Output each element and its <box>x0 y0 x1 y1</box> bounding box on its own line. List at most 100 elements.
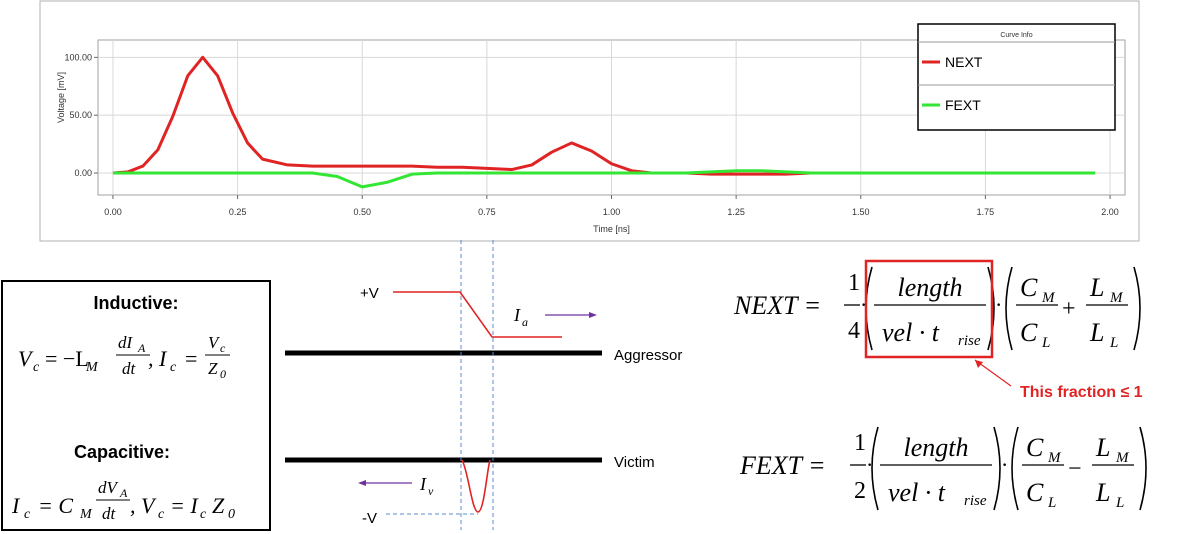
formula-text: − <box>1068 456 1082 482</box>
parenthesis <box>871 426 879 511</box>
formula-text: dt <box>102 504 117 523</box>
formula-text: FEXT = <box>739 451 826 480</box>
y-tick-label: 0.00 <box>74 168 92 178</box>
formula-text: c <box>220 341 226 355</box>
parenthesis <box>1133 266 1141 351</box>
series-line <box>112 169 1096 189</box>
formula-text: dI <box>118 333 134 352</box>
formula-text: Victim <box>614 454 655 471</box>
formula-text: rise <box>958 333 981 349</box>
parenthesis <box>1139 426 1147 511</box>
x-tick-label: 1.00 <box>603 207 621 217</box>
formula-text: rise <box>964 493 987 509</box>
formula-text: M <box>1041 290 1056 306</box>
formula-text: M <box>1047 450 1062 466</box>
formula-text: V <box>208 333 221 352</box>
formula-text: Aggressor <box>614 347 682 364</box>
x-tick-label: 1.25 <box>727 207 745 217</box>
formula-text: + <box>1062 296 1076 322</box>
formula-text: vel · t <box>888 478 946 507</box>
formula-text: +V <box>360 285 379 302</box>
formula-text: L <box>1115 495 1124 511</box>
parenthesis <box>993 426 1001 511</box>
formula-text: I <box>513 305 521 325</box>
formula-text: Z <box>208 359 218 378</box>
formula-text: , V <box>130 493 157 518</box>
formula-text: M <box>1115 450 1130 466</box>
formula-text: v <box>428 484 434 498</box>
series-line <box>112 55 1096 176</box>
parenthesis <box>1011 426 1019 511</box>
formula-text: C <box>1026 478 1044 507</box>
formula-text: C <box>1026 433 1044 462</box>
section-title: Capacitive: <box>74 442 170 462</box>
formula-text: L <box>1089 273 1104 302</box>
formula-text: · <box>866 452 873 477</box>
formula-text: · <box>1001 452 1008 477</box>
formula-text: V <box>18 346 34 371</box>
section-title: Inductive: <box>93 293 178 313</box>
formula-text: = I <box>170 493 199 518</box>
legend-box <box>917 23 1116 131</box>
arrow-head <box>975 360 983 368</box>
formula-text: M <box>85 360 99 375</box>
formula-text: = −L <box>45 346 89 371</box>
x-tick-label: 2.00 <box>1101 207 1119 217</box>
y-tick-label: 100.00 <box>64 52 92 62</box>
x-tick-label: 1.75 <box>977 207 995 217</box>
formula-text: I <box>419 474 427 494</box>
formula-text: , I <box>148 346 168 371</box>
formula-text: M <box>79 507 93 522</box>
formula-text: Z <box>212 493 225 518</box>
formula-text: M <box>1109 290 1124 306</box>
formula-text: length <box>904 433 969 462</box>
formula-text: C <box>1020 318 1038 347</box>
formula-text: L <box>1095 433 1110 462</box>
highlight-box <box>864 259 994 359</box>
x-tick-label: 0.75 <box>478 207 496 217</box>
formula-text: 0 <box>220 367 226 381</box>
formula-text: c <box>33 360 40 375</box>
formula-text: A <box>137 341 146 355</box>
formula-text: length <box>898 273 963 302</box>
formula-text: c <box>170 360 177 375</box>
parenthesis <box>987 266 995 351</box>
arrow-head <box>358 480 366 486</box>
arrow-head <box>589 312 597 318</box>
parenthesis <box>1005 266 1013 351</box>
y-tick-label: 50.00 <box>69 110 92 120</box>
fext-shapes <box>850 426 1147 511</box>
formula-text: dt <box>122 359 137 378</box>
x-tick-label: 0.50 <box>353 207 371 217</box>
formula-text: · <box>860 292 867 317</box>
formula-text: A <box>119 486 128 500</box>
formula-text: L <box>1109 335 1118 351</box>
formula-text: 1 <box>848 270 860 296</box>
x-tick-label: 0.25 <box>229 207 247 217</box>
formula-text: vel · t <box>882 318 940 347</box>
aggressor-pulse <box>393 291 562 338</box>
legend-label: FEXT <box>945 97 981 113</box>
formula-text: c <box>158 507 165 522</box>
annotation: This fraction ≤ 1 <box>1020 384 1143 401</box>
formula-text: L <box>1041 335 1050 351</box>
legend-title: Curve Info <box>1000 32 1032 39</box>
y-axis-title: Voltage [mV] <box>56 72 66 123</box>
legend-label: NEXT <box>945 54 983 70</box>
x-axis-title: Time [ns] <box>593 224 630 234</box>
formula-text: = <box>185 346 197 371</box>
formula-text: c <box>200 507 207 522</box>
x-tick-label: 0.00 <box>104 207 122 217</box>
formula-text: C <box>1020 273 1038 302</box>
formula-text: L <box>1047 495 1056 511</box>
formula-text: 2 <box>854 478 866 504</box>
formula-text: NEXT = <box>733 291 821 320</box>
formula-box <box>1 280 271 531</box>
victim-pulse <box>461 459 491 513</box>
formula-text: a <box>522 315 528 329</box>
formula-text: 1 <box>854 430 866 456</box>
formula-text: c <box>24 507 31 522</box>
formula-text: -V <box>362 510 377 527</box>
formula-text: = C <box>38 493 73 518</box>
